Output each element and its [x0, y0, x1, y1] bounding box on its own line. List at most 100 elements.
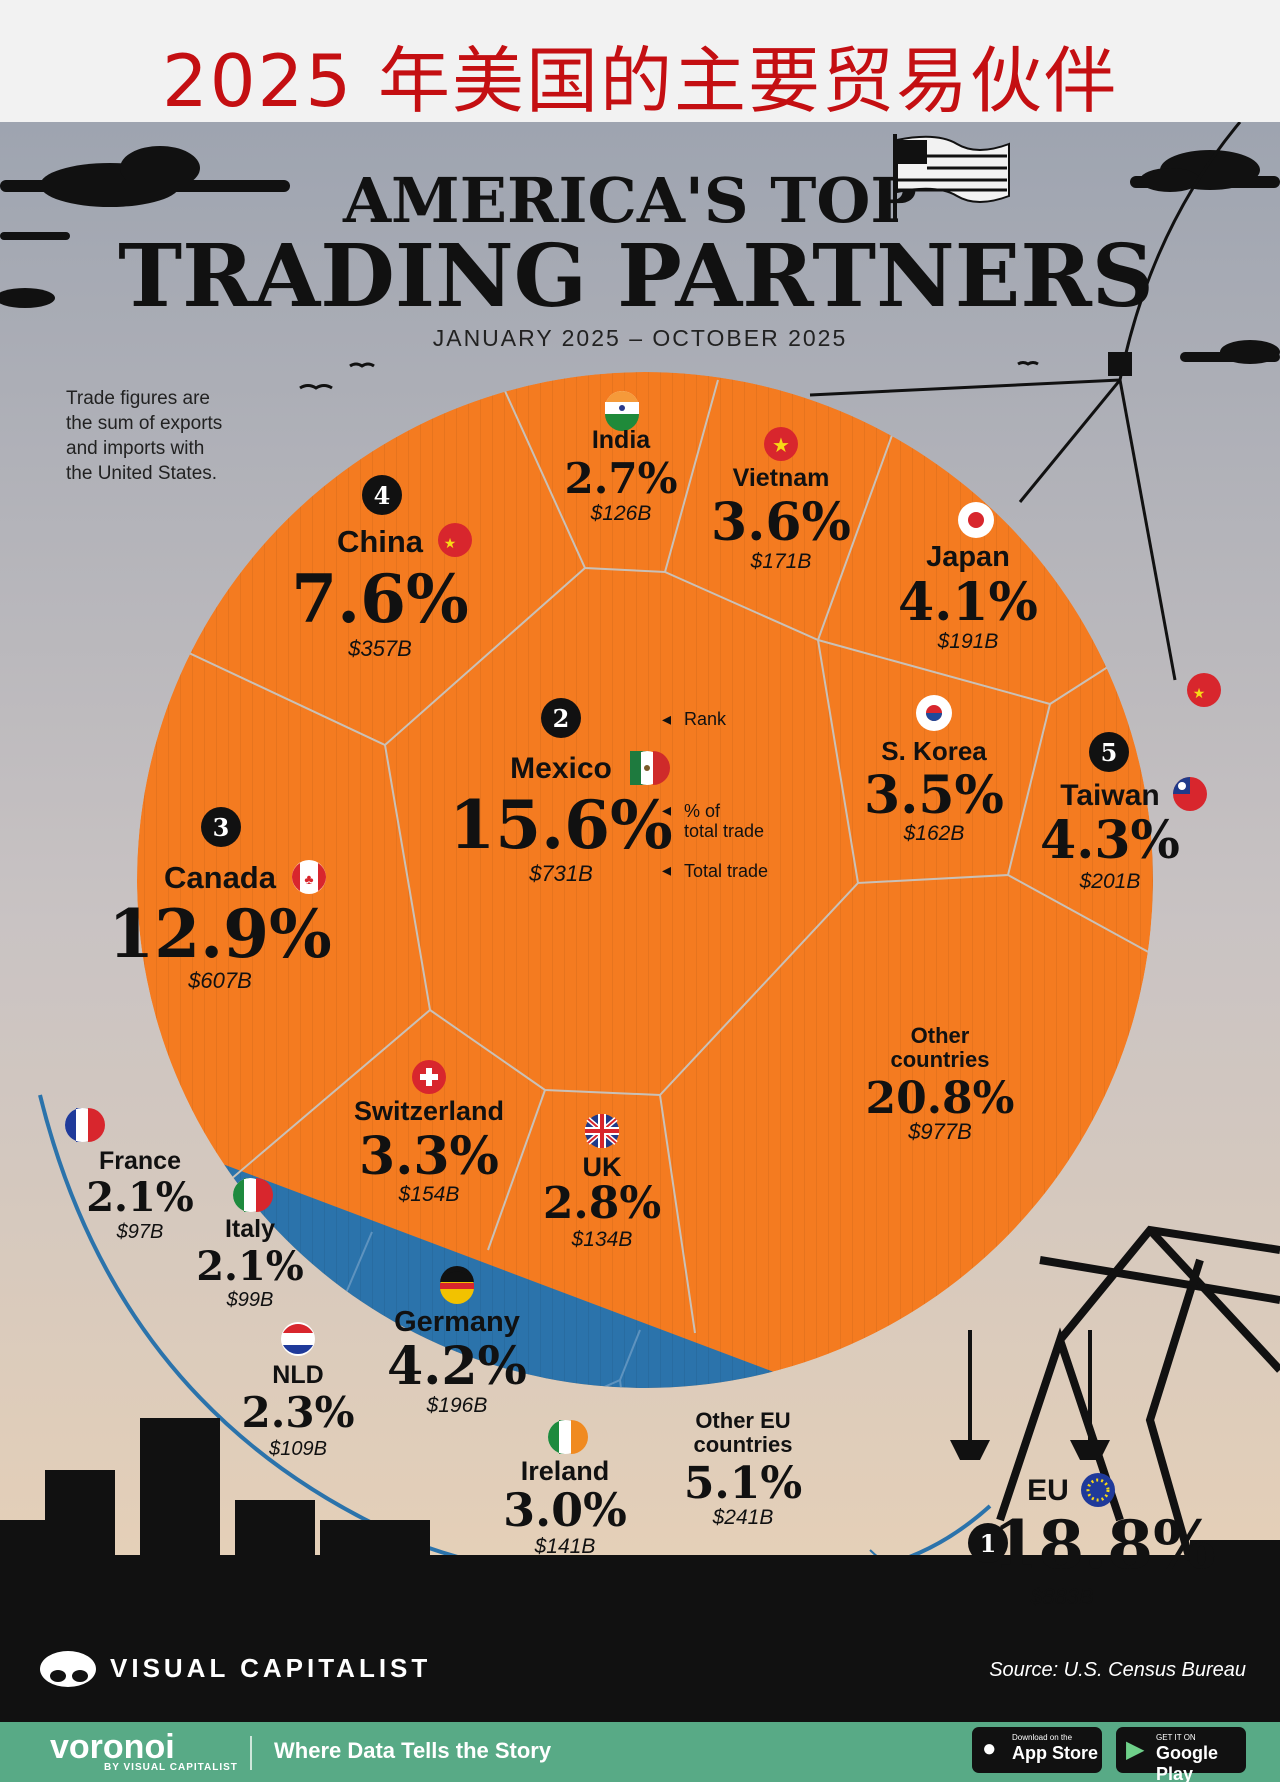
top-banner: 2025 年美国的主要贸易伙伴: [0, 0, 1280, 123]
footer-tagline: Where Data Tells the Story: [274, 1738, 552, 1763]
cell-pct-france: 2.1%: [86, 1174, 194, 1221]
eu-total-val: $883B: [1029, 1584, 1094, 1609]
cell-name-ireland: Ireland: [521, 1456, 610, 1486]
note-line-2: the sum of exports: [66, 413, 222, 434]
cell-val-mexico: $731B: [528, 861, 593, 886]
cell-pct-taiwan: 4.3%: [1040, 810, 1180, 871]
svg-text:◂: ◂: [662, 709, 671, 729]
cell-name-korea: S. Korea: [881, 736, 987, 766]
apple-icon: ●: [982, 1735, 997, 1762]
cell-val-taiwan: $201B: [1079, 870, 1141, 893]
netherlands-flag: [281, 1322, 315, 1356]
cell-pct-other: 20.8%: [866, 1073, 1015, 1124]
cell-val-othereu: $241B: [712, 1506, 774, 1529]
app-store-button[interactable]: ● Download on the App Store: [972, 1727, 1102, 1773]
cloud-right: [1130, 150, 1280, 364]
svg-text:3: 3: [213, 813, 230, 842]
note-line-4: the United States.: [66, 463, 217, 484]
cell-val-china: $357B: [347, 636, 412, 661]
svg-text:★: ★: [444, 535, 457, 551]
cell-val-vietnam: $171B: [750, 550, 812, 573]
cell-pct-ireland: 3.0%: [503, 1483, 627, 1537]
svg-text:★: ★: [772, 435, 790, 457]
cell-val-uk: $134B: [571, 1228, 633, 1251]
mexico-flag: [630, 751, 670, 785]
app-store-small-text: Download on the: [1012, 1733, 1073, 1742]
us-flag-icon: [893, 134, 1010, 222]
voronoi-logo-sub: BY VISUAL CAPITALIST: [104, 1762, 238, 1773]
cell-pct-uk: 2.8%: [543, 1178, 661, 1229]
cell-name-canada: Canada: [164, 860, 277, 895]
eu-total-pct: 18.8%: [992, 1506, 1215, 1584]
title-line-1: AMERICA'S TOP: [342, 164, 917, 237]
google-play-label: Google Play: [1156, 1743, 1218, 1782]
voronoi-chart: AMERICA'S TOP TRADING PARTNERS JANUARY 2…: [0, 122, 1280, 1722]
crane-buckets: [950, 1440, 1280, 1580]
rank-badge-eu: 1: [968, 1523, 1008, 1563]
footer-divider: [250, 1736, 252, 1770]
note-line-1: Trade figures are: [66, 388, 210, 409]
cell-name-uk: UK: [583, 1152, 622, 1182]
cell-pct-switzerland: 3.3%: [359, 1126, 499, 1187]
south-korea-flag: [916, 695, 952, 731]
app-store-label: App Store: [1012, 1743, 1099, 1763]
chinese-title: 2025 年美国的主要贸易伙伴: [161, 39, 1119, 123]
germany-flag: [440, 1266, 474, 1304]
cell-name-mexico: Mexico: [510, 752, 612, 785]
svg-text:4: 4: [374, 481, 391, 510]
cell-val-ireland: $141B: [534, 1535, 596, 1558]
cell-name-germany: Germany: [394, 1306, 520, 1338]
cell-pct-canada: 12.9%: [108, 895, 331, 973]
brand-name: VISUAL CAPITALIST: [110, 1653, 431, 1683]
cell-pct-italy: 2.1%: [196, 1243, 304, 1290]
cell-name-nld: NLD: [272, 1361, 323, 1389]
cell-pct-germany: 4.2%: [387, 1336, 527, 1397]
note-line-3: and imports with: [66, 438, 204, 459]
cell-name-india: India: [592, 426, 651, 454]
cell-val-switzerland: $154B: [398, 1183, 460, 1206]
google-play-button[interactable]: ▶ GET IT ON Google Play: [1116, 1727, 1246, 1782]
title-line-2: TRADING PARTNERS: [118, 226, 1154, 327]
svg-text:♣: ♣: [304, 871, 313, 887]
google-play-small-text: GET IT ON: [1156, 1733, 1196, 1742]
eu-total-name: EU: [1027, 1474, 1069, 1507]
uk-flag: [585, 1114, 619, 1148]
infographic: AMERICA'S TOP TRADING PARTNERS JANUARY 2…: [0, 122, 1280, 1722]
period-subtitle: JANUARY 2025 – OCTOBER 2025: [433, 325, 848, 351]
cell-pct-mexico: 15.6%: [449, 786, 672, 864]
cloud-left: [0, 146, 290, 308]
svg-text:◂: ◂: [662, 860, 671, 880]
switzerland-flag: [412, 1060, 446, 1094]
legend-total: Total trade: [684, 861, 768, 881]
rank-badge-china: 4: [362, 475, 402, 515]
cell-name-japan: Japan: [926, 541, 1010, 573]
city-skyline: [0, 1418, 1280, 1722]
cell-name-switzerland: Switzerland: [354, 1096, 504, 1126]
cell-pct-vietnam: 3.6%: [711, 492, 851, 553]
cell-val-nld: $109B: [268, 1438, 327, 1460]
svg-text:◂: ◂: [662, 800, 671, 820]
cell-val-other: $977B: [907, 1119, 972, 1144]
cell-pct-othereu: 5.1%: [684, 1458, 802, 1509]
vietnam-flag: ★: [764, 427, 798, 461]
cell-name-vietnam: Vietnam: [733, 464, 830, 492]
port-cranes: [968, 1225, 1280, 1562]
cell-name-other-2: countries: [890, 1047, 989, 1072]
cell-pct-korea: 3.5%: [864, 765, 1004, 826]
voronoi-logo[interactable]: voronoi: [50, 1728, 175, 1766]
legend-key: ◂ Rank ◂ % of total trade ◂ Total trade: [662, 709, 768, 881]
cell-val-germany: $196B: [426, 1394, 488, 1417]
legend-pct-1: % of: [684, 801, 721, 821]
cell-name-taiwan: Taiwan: [1060, 779, 1159, 812]
china-flag: ★: [438, 523, 472, 557]
cell-name-othereu-1: Other EU: [695, 1408, 790, 1433]
cell-pct-japan: 4.1%: [898, 572, 1038, 633]
italy-flag: [233, 1178, 273, 1212]
svg-text:5: 5: [1101, 738, 1118, 767]
cell-pct-nld: 2.3%: [242, 1388, 355, 1437]
crane-hook: [1108, 352, 1132, 376]
rank-badge-mexico: 2: [541, 698, 581, 738]
svg-text:1: 1: [980, 1529, 997, 1558]
visual-capitalist-logo-icon: [40, 1651, 96, 1687]
cell-name-othereu-2: countries: [693, 1432, 792, 1457]
